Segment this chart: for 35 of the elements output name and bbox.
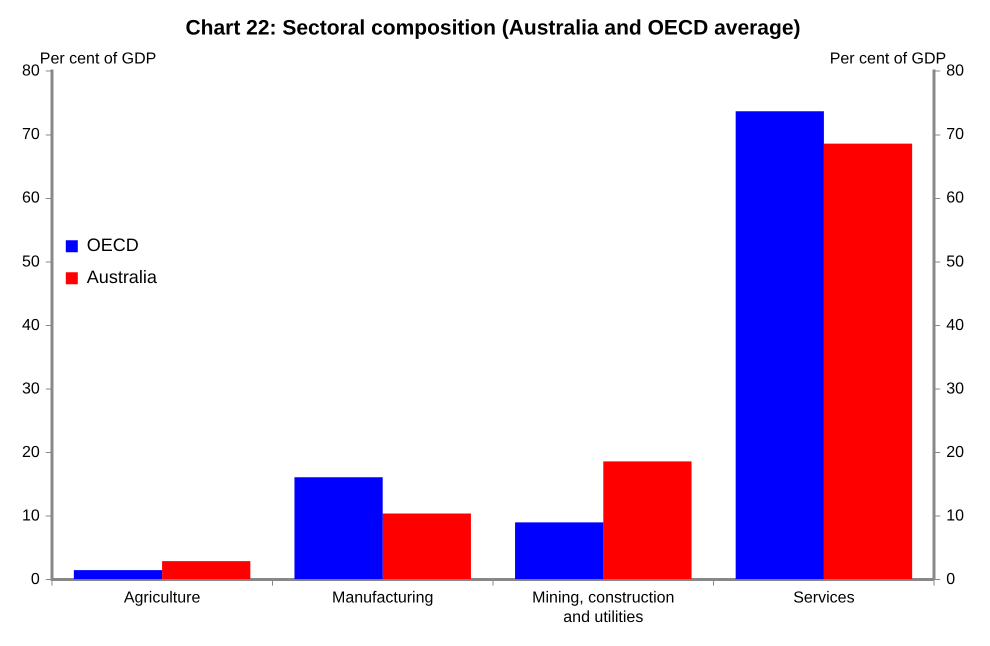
bar — [74, 570, 162, 580]
y2-tick-label: 30 — [946, 380, 964, 398]
y2-tick-label: 20 — [946, 444, 964, 461]
x-tick-label: Mining, construction and utilities — [532, 590, 674, 626]
x-tick-label: Services — [793, 590, 855, 607]
x-tick-label: Manufacturing — [332, 590, 434, 607]
y-tick-label: 80 — [22, 62, 40, 80]
x-tick-label: Agriculture — [124, 590, 200, 607]
y-tick-label: 0 — [30, 571, 40, 588]
chart-title: Chart 22: Sectoral composition (Australia and OECD average) — [186, 16, 800, 40]
y2-tick-label: 0 — [946, 571, 956, 588]
y2-tick-label: 80 — [946, 62, 964, 80]
y-tick-label: 20 — [22, 444, 40, 461]
y-axis-title: Per cent of GDP — [40, 50, 156, 68]
legend-label: OECD — [86, 235, 139, 256]
y2-tick-label: 70 — [946, 126, 964, 144]
bar — [162, 561, 250, 580]
y-tick-label: 10 — [22, 507, 40, 524]
bar — [824, 144, 912, 580]
y2-tick-label: 50 — [946, 253, 964, 270]
y2-tick-label: 60 — [946, 190, 964, 207]
y-tick-label: 70 — [22, 126, 40, 144]
legend-label: Australia — [86, 267, 158, 288]
y-tick-label: 50 — [22, 253, 40, 270]
bar — [382, 514, 471, 580]
bar — [515, 522, 604, 580]
y-tick-label: 30 — [22, 380, 40, 398]
y-tick-label: 60 — [22, 190, 40, 207]
bar — [736, 111, 824, 580]
y2-tick-label: 10 — [946, 507, 964, 524]
bar — [294, 477, 383, 580]
bar — [603, 461, 692, 580]
y-tick-label: 40 — [22, 316, 40, 334]
y2-axis-title: Per cent of GDP — [830, 50, 946, 68]
y2-tick-label: 40 — [946, 316, 964, 334]
